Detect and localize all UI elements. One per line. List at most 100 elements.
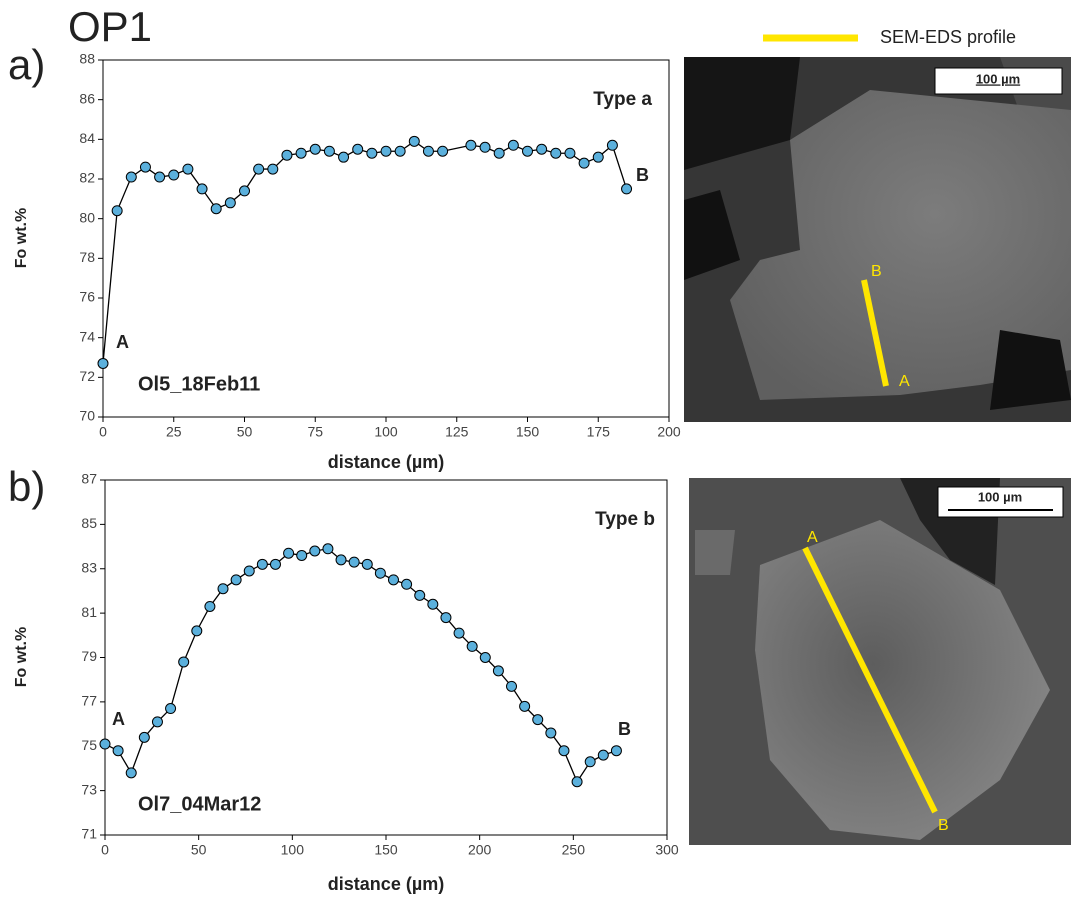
data-point: [366, 147, 378, 159]
y-tick-label: 83: [81, 559, 97, 575]
data-point: [210, 203, 222, 215]
x-tick-label: 100: [281, 842, 305, 858]
y-tick-label: 84: [79, 130, 95, 146]
x-tick-label: 175: [587, 424, 611, 440]
plot-frame: [104, 479, 668, 836]
data-point: [269, 558, 281, 570]
y-tick-label: 87: [81, 471, 97, 487]
plot-frame: [102, 59, 670, 418]
legend-label: SEM-EDS profile: [880, 27, 1016, 47]
data-point: [281, 149, 293, 161]
data-point: [522, 145, 533, 157]
sem-image: 100 µm A B: [689, 478, 1071, 845]
y-tick-label: 88: [79, 51, 95, 67]
data-point: [352, 143, 364, 155]
data-point: [492, 665, 504, 677]
data-point: [394, 145, 406, 157]
data-point: [151, 716, 163, 728]
profile-start: A: [807, 529, 818, 546]
data-point: [597, 749, 609, 761]
data-point: [182, 163, 194, 175]
data-point: [545, 727, 557, 739]
data-point: [578, 157, 590, 169]
data-point: [401, 578, 413, 590]
y-tick-label: 81: [81, 604, 97, 620]
data-point: [437, 145, 449, 157]
y-tick-label: 73: [81, 781, 97, 797]
data-point: [230, 574, 242, 586]
data-point: [374, 567, 386, 579]
sample-label: Ol7_04Mar12: [138, 793, 261, 815]
data-point: [154, 171, 166, 183]
data-point: [125, 767, 137, 779]
data-point: [338, 151, 350, 163]
x-tick-label: 0: [99, 424, 107, 440]
x-tick-label: 250: [562, 842, 586, 858]
data-point: [204, 600, 216, 612]
data-point: [550, 147, 562, 159]
data-point: [125, 171, 137, 183]
x-tick-label: 200: [468, 842, 492, 858]
start-label: A: [116, 332, 129, 352]
data-point: [165, 703, 177, 715]
sample-label: Ol5_18Feb11: [138, 373, 260, 395]
data-point: [571, 776, 583, 788]
data-point: [507, 139, 519, 151]
type-label: Type b: [595, 509, 655, 530]
data-point: [414, 589, 426, 601]
sem-image: 100 µm B A: [684, 57, 1071, 422]
data-point: [139, 161, 151, 173]
data-point: [322, 543, 334, 555]
data-point: [283, 547, 295, 559]
data-point: [564, 147, 576, 159]
data-point: [323, 145, 335, 157]
data-point: [191, 625, 203, 637]
y-tick-label: 82: [79, 170, 95, 186]
data-point: [592, 151, 604, 163]
data-point: [178, 656, 190, 668]
data-point: [519, 700, 531, 712]
data-point: [309, 143, 321, 155]
data-point: [138, 731, 150, 743]
start-label: A: [112, 709, 125, 729]
data-point: [168, 169, 180, 181]
data-point: [380, 145, 392, 157]
end-label: B: [618, 719, 631, 739]
data-point: [422, 145, 434, 157]
y-tick-label: 70: [79, 408, 95, 424]
x-tick-label: 25: [166, 424, 182, 440]
data-point: [361, 558, 373, 570]
data-point: [465, 139, 477, 151]
data-point: [196, 183, 208, 195]
x-tick-label: 125: [445, 424, 469, 440]
profile-start: A: [899, 373, 910, 390]
x-tick-label: 0: [101, 842, 109, 858]
data-point: [99, 738, 111, 750]
data-point: [243, 565, 255, 577]
x-tick-label: 50: [191, 842, 207, 858]
x-tick-label: 150: [374, 842, 398, 858]
y-tick-label: 79: [81, 648, 97, 664]
data-point: [239, 185, 250, 197]
y-tick-label: 76: [79, 289, 95, 305]
type-label: Type a: [593, 89, 652, 110]
data-point: [453, 627, 465, 639]
x-axis-label: distance (µm): [328, 452, 444, 472]
data-point: [267, 163, 279, 175]
data-point: [295, 147, 307, 159]
panel-label: b): [8, 463, 45, 510]
data-point: [558, 745, 570, 757]
x-tick-label: 75: [307, 424, 323, 440]
data-point: [296, 549, 308, 561]
data-point: [335, 554, 347, 566]
data-point: [97, 357, 109, 369]
data-point: [606, 139, 618, 151]
data-point: [408, 135, 420, 147]
data-point: [256, 558, 268, 570]
y-tick-label: 77: [81, 693, 97, 709]
data-point: [224, 197, 236, 209]
data-line: [104, 548, 617, 784]
scale-bar-label: 100 µm: [976, 71, 1020, 86]
data-point: [253, 163, 265, 175]
